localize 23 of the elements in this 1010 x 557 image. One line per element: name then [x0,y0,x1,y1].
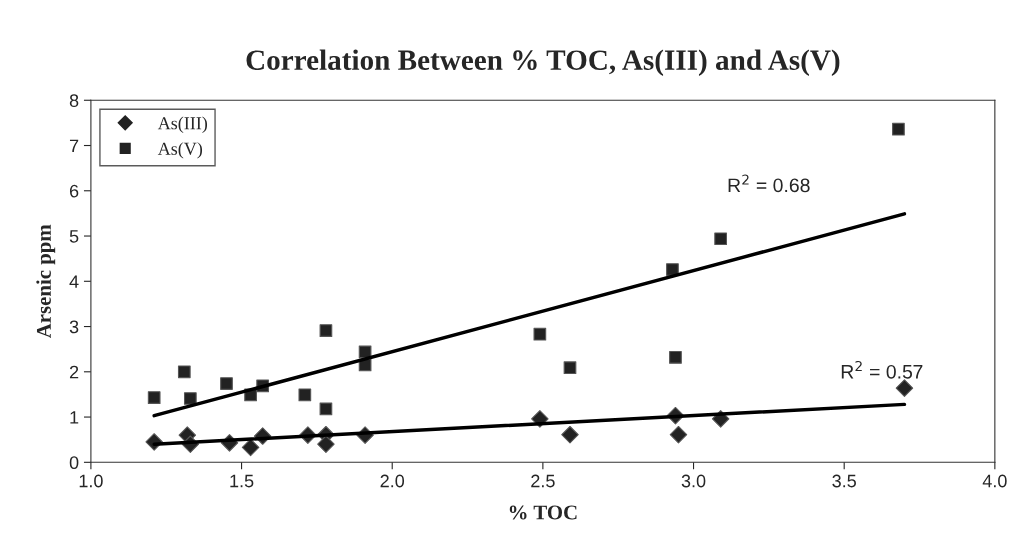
y-tick-label: 2 [69,365,79,379]
y-axis-title: Arsenic ppm [36,224,56,339]
x-tick-label: 2.5 [531,474,555,488]
x-tick-label: 2.0 [380,474,405,488]
legend-label: As(III) [157,116,208,133]
y-tick-label: 1 [70,411,79,424]
y-tick-label: 3 [69,320,79,334]
chart-title: Correlation Between % TOC, As(III) and As(V) [246,49,840,76]
y-tick-label: 6 [69,184,79,198]
legend-label: As(V) [157,142,203,159]
x-tick-label: 4.0 [982,474,1007,488]
x-tick-label: 1.5 [230,474,254,488]
y-tick-label: 0 [69,456,79,470]
x-tick-label: 3.5 [832,474,856,488]
y-tick-label: 4 [69,275,79,288]
y-tick-label: 7 [69,139,79,153]
annotation: R$^{2}$ = 0.57 [841,360,923,379]
x-tick-label: 1.0 [79,474,103,488]
annotation: R$^{2}$ = 0.68 [728,174,810,193]
x-tick-label: 3.0 [681,474,706,488]
x-axis-title: % TOC [509,505,577,520]
y-tick-label: 5 [69,230,79,243]
y-tick-label: 8 [69,94,79,107]
